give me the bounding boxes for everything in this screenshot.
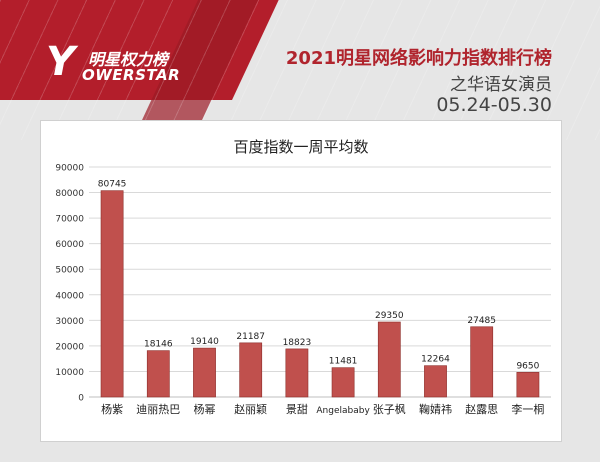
y-tick-label: 0	[78, 394, 84, 404]
x-tick-label: 景甜	[286, 403, 308, 416]
x-tick-label: 鞠婧祎	[419, 402, 452, 416]
x-tick-label: Angelababy	[316, 406, 370, 416]
data-label: 9650	[516, 361, 539, 371]
data-label: 18823	[283, 338, 312, 348]
bar-0	[100, 190, 124, 398]
x-tick-label: 杨幂	[194, 402, 216, 416]
data-label: 12264	[421, 355, 450, 365]
bar-4	[285, 348, 309, 398]
y-tick-label: 40000	[55, 291, 84, 301]
bar-5	[331, 367, 355, 398]
x-tick-label: 赵露思	[465, 402, 498, 416]
x-tick-label: 张子枫	[373, 402, 406, 416]
data-label: 18146	[144, 340, 173, 350]
y-tick-label: 90000	[55, 164, 84, 174]
x-tick-label: 杨紫	[101, 402, 123, 416]
bar-7	[424, 365, 447, 398]
chart-panel: 百度指数一周平均数 0 10000 20000 30000 40000 50000 6000…	[40, 120, 562, 442]
x-tick-label: 赵丽颖	[234, 402, 267, 416]
page-subtitle: 之华语女演员	[450, 75, 552, 95]
data-label: 11481	[329, 357, 358, 367]
y-tick-label: 70000	[55, 215, 84, 225]
bar-1	[146, 350, 170, 398]
bar-9	[516, 372, 540, 398]
bar-3	[239, 342, 263, 398]
y-tick-label: 20000	[55, 342, 84, 352]
data-label: 27485	[467, 316, 496, 326]
y-tick-label: 10000	[55, 368, 84, 378]
data-label: 21187	[236, 332, 265, 342]
chart-title: 百度指数一周平均数	[233, 138, 368, 156]
data-label: 19140	[190, 337, 219, 347]
data-label: 29350	[375, 311, 404, 321]
x-tick-label: 李一桐	[511, 402, 544, 416]
data-label: 80745	[98, 180, 127, 190]
logo-cn-text: 明星权力榜	[88, 50, 169, 69]
bar-8	[470, 326, 494, 398]
y-tick-label: 50000	[55, 266, 84, 276]
y-tick-label: 60000	[55, 240, 84, 250]
bar-2	[193, 347, 216, 398]
date-range: 05.24-05.30	[436, 94, 552, 116]
bar-chart: 百度指数一周平均数 0 10000 20000 30000 40000 50000 6000…	[55, 138, 551, 416]
page-title: 2021明星网络影响力指数排行榜	[285, 48, 552, 69]
logo-en-text: OWERSTAR	[82, 66, 181, 84]
logo-mark: Y	[46, 39, 75, 85]
bar-6	[377, 321, 401, 398]
y-tick-label: 80000	[55, 189, 84, 199]
y-tick-label: 30000	[55, 317, 84, 327]
header-pattern	[0, 0, 600, 140]
x-tick-label: 迪丽热巴	[136, 403, 180, 416]
